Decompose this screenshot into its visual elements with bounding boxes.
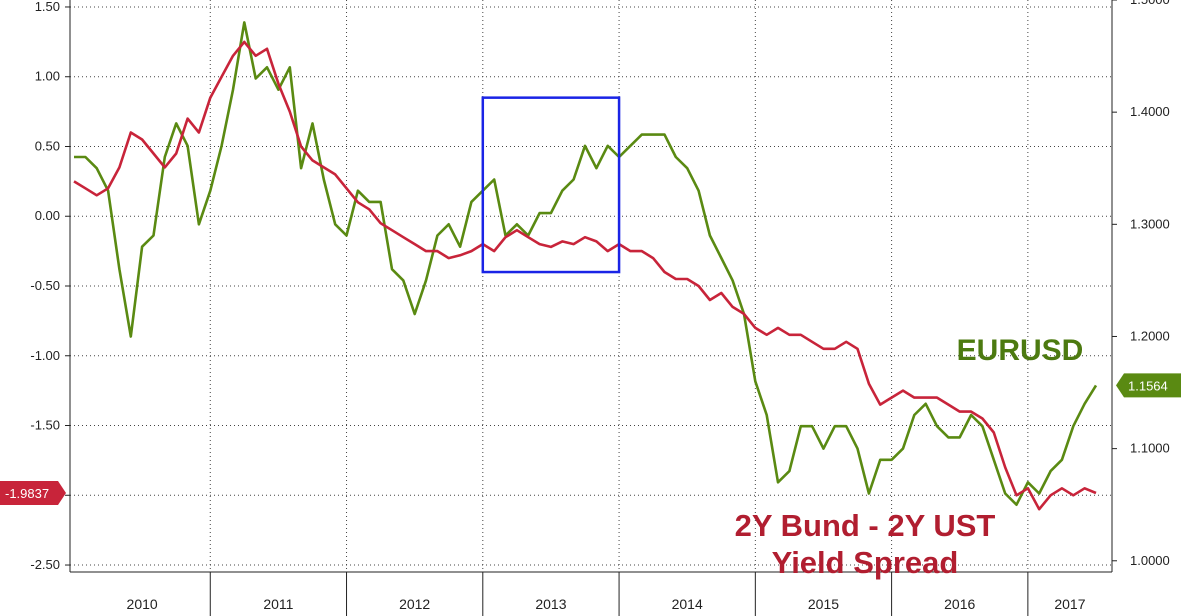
grid-lines (70, 0, 1112, 572)
eurusd-badge-text: 1.1564 (1128, 378, 1168, 393)
series-lines (73, 21, 1098, 511)
left-tick-label: -1.50 (30, 418, 60, 433)
left-axis-ticks: 1.501.000.500.00-0.50-1.00-1.50-2.00-2.5… (30, 0, 70, 572)
highlight-rectangle (481, 96, 621, 274)
year-label: 2012 (399, 596, 430, 612)
right-tick-label: 1.0000 (1130, 553, 1170, 568)
left-tick-label: -2.50 (30, 557, 60, 572)
right-tick-label: 1.1000 (1130, 441, 1170, 456)
spread-badge-text: -1.9837 (5, 486, 49, 501)
year-label: 2011 (263, 596, 293, 612)
right-tick-label: 1.2000 (1130, 328, 1170, 343)
right-tick-label: 1.4000 (1130, 104, 1170, 119)
eurusd-value-badge: 1.1564 (1116, 373, 1181, 398)
spread-badge-shape (0, 480, 66, 505)
right-axis-ticks: 1.5000 1.4000 1.3000 1.2000 1.1000 1.0000 (1112, 0, 1170, 568)
eurusd-badge-shape (1116, 373, 1181, 398)
year-label: 2013 (535, 596, 566, 612)
left-tick-label: -0.50 (30, 278, 60, 293)
right-tick-label: 1.3000 (1130, 216, 1170, 231)
year-label: 2014 (672, 596, 703, 612)
spread-value-badge: -1.9837 (0, 480, 66, 505)
highlight-box (481, 96, 621, 274)
right-tick-label: 1.5000 (1130, 0, 1170, 7)
yield-spread-line (73, 40, 1097, 511)
eurusd-annotation: EURUSD (957, 334, 1084, 367)
year-label: 2015 (808, 596, 839, 612)
x-axis-ticks: 2010 2011 2012 2013 2014 2015 2016 2017 (127, 572, 1086, 616)
spread-annotation-line2: Yield Spread (772, 545, 959, 580)
spread-annotation-line1: 2Y Bund - 2Y UST (735, 508, 996, 543)
year-label: 2017 (1054, 596, 1085, 612)
left-tick-label: 1.50 (35, 0, 60, 14)
eurusd-line (74, 21, 1098, 506)
left-tick-label: 0.00 (35, 208, 60, 223)
year-label: 2016 (944, 596, 975, 612)
left-tick-label: 1.00 (35, 69, 60, 84)
year-label: 2010 (127, 596, 158, 612)
left-tick-label: -1.00 (30, 348, 60, 363)
value-badges: 1.1564 -1.9837 (0, 373, 1181, 505)
left-tick-label: 0.50 (35, 138, 60, 153)
